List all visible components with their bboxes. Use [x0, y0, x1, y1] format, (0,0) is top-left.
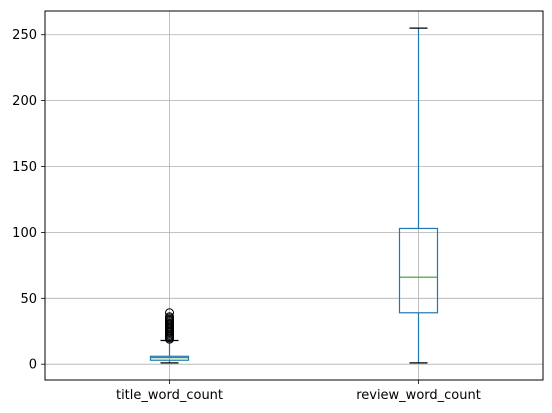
y-tick-label: 150 — [12, 160, 37, 175]
outlier-point — [165, 312, 174, 322]
x-tick-label: review_word_count — [356, 388, 481, 403]
y-tick-label: 50 — [20, 292, 37, 307]
plot-area — [149, 27, 439, 364]
y-tick-label: 0 — [29, 358, 37, 373]
axis-ticks: 0 50 100 150 200 250 title_word_count review_wo… — [12, 28, 481, 403]
outlier-point — [165, 308, 174, 318]
y-tick-label: 200 — [12, 94, 37, 109]
x-tick-label: title_word_count — [116, 388, 223, 403]
y-tick-label: 100 — [12, 226, 37, 241]
box-title_word_count — [149, 308, 190, 364]
y-tick-label: 250 — [12, 28, 37, 43]
box-review_word_count — [398, 27, 439, 364]
iqr-box — [149, 355, 190, 361]
iqr-box — [398, 227, 439, 314]
axes-frame — [44, 10, 544, 381]
grid-lines — [45, 11, 543, 380]
